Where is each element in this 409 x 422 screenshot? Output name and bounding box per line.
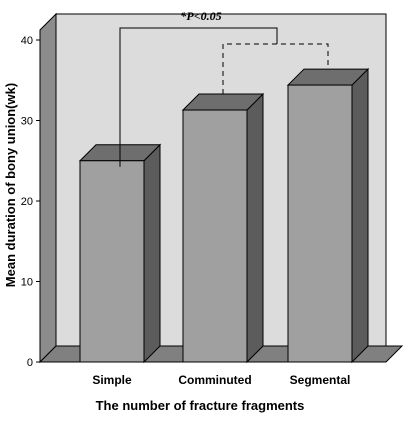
x-tick-label-comminuted: Comminuted [178,373,251,387]
bar-simple [78,143,162,364]
bracket-comminuted-vs-segmental [222,43,329,95]
y-tick-label: 0 [27,357,33,369]
x-axis-label: The number of fracture fragments [96,398,305,413]
bar-comminuted [181,92,265,364]
y-tick-label: 30 [21,116,33,128]
y-tick-label: 20 [21,196,33,208]
bracket-simple-vs-others [119,27,278,167]
significance-annotation: *P<0.05 [180,9,221,23]
bar-front-face [287,84,353,363]
bar-side-face [351,67,369,364]
bar-side-face [143,143,161,364]
significance-brackets [119,27,329,167]
x-tick-label-segmental: Segmental [290,373,351,387]
bar-front-face [79,160,145,363]
bar-front-face [182,109,248,363]
y-tick-label: 10 [21,277,33,289]
y-axis: 0 10 20 30 40 [21,30,41,369]
x-tick-labels: Simple Comminuted Segmental [92,373,350,387]
bar-segmental [286,67,370,364]
y-tick-label: 40 [21,35,33,47]
y-axis-label: Mean duration of bony union(wk) [3,83,18,287]
bars [78,67,370,364]
left-side-wall [39,12,57,364]
bar-side-face [246,92,264,364]
x-tick-label-simple: Simple [92,373,132,387]
